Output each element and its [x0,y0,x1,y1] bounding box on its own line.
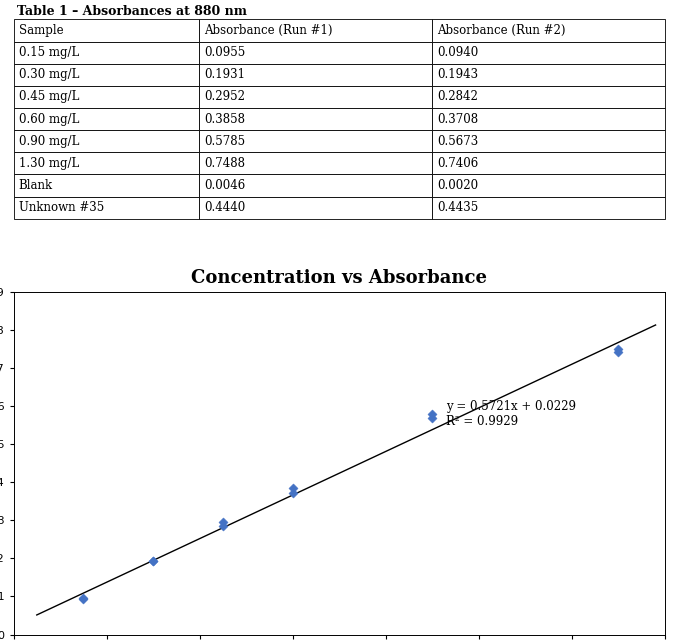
Bar [432,174,665,197]
Text: 0.2842: 0.2842 [437,90,478,103]
Text: 0.5785: 0.5785 [205,135,246,148]
Text: Unknown #35: Unknown #35 [19,201,104,214]
Text: 0.45 mg/L: 0.45 mg/L [19,90,79,103]
Bar [14,42,199,63]
Text: Absorbance (Run #1): Absorbance (Run #1) [205,24,333,37]
Text: 0.2952: 0.2952 [205,90,245,103]
Point [613,347,624,358]
Text: 0.1931: 0.1931 [205,69,245,81]
Text: 0.15 mg/L: 0.15 mg/L [19,46,79,59]
Point [217,521,228,531]
Text: 0.0046: 0.0046 [205,179,246,192]
Bar [14,19,199,42]
Point [427,413,437,424]
Bar [199,174,432,197]
Point [148,555,159,565]
Bar [199,108,432,130]
Bar [199,63,432,86]
Bar [14,63,199,86]
Text: Table 1 – Absorbances at 880 nm: Table 1 – Absorbances at 880 nm [17,4,247,17]
Point [613,344,624,354]
Bar [432,19,665,42]
Bar [432,108,665,130]
Bar [199,153,432,174]
Bar [14,174,199,197]
Point [78,593,88,603]
Text: Sample: Sample [19,24,63,37]
Text: Absorbance (Run #2): Absorbance (Run #2) [437,24,566,37]
Text: 0.0940: 0.0940 [437,46,478,59]
Bar [432,197,665,219]
Bar [14,86,199,108]
Bar [432,130,665,153]
Text: 0.0020: 0.0020 [437,179,478,192]
Text: 0.30 mg/L: 0.30 mg/L [19,69,79,81]
Text: 0.3708: 0.3708 [437,113,478,126]
Text: 0.4435: 0.4435 [437,201,478,214]
Bar [14,197,199,219]
Bar [432,42,665,63]
Text: 0.0955: 0.0955 [205,46,246,59]
Bar [432,153,665,174]
Bar [14,108,199,130]
Text: y = 0.5721x + 0.0229
R² = 0.9929: y = 0.5721x + 0.0229 R² = 0.9929 [446,400,576,428]
Bar [199,42,432,63]
Title: Concentration vs Absorbance: Concentration vs Absorbance [191,269,487,287]
Bar [432,86,665,108]
Point [288,483,298,493]
Bar [14,153,199,174]
Text: 0.90 mg/L: 0.90 mg/L [19,135,79,148]
Bar [199,130,432,153]
Text: 0.5673: 0.5673 [437,135,478,148]
Text: 0.60 mg/L: 0.60 mg/L [19,113,79,126]
Bar [199,19,432,42]
Text: 1.30 mg/L: 1.30 mg/L [19,157,79,170]
Text: 0.4440: 0.4440 [205,201,246,214]
Text: 0.7488: 0.7488 [205,157,245,170]
Bar [199,86,432,108]
Bar [432,63,665,86]
Text: 0.7406: 0.7406 [437,157,478,170]
Point [78,594,88,604]
Point [148,556,159,566]
Bar [199,197,432,219]
Text: 0.1943: 0.1943 [437,69,478,81]
Point [217,517,228,527]
Bar [14,130,199,153]
Text: 0.3858: 0.3858 [205,113,245,126]
Text: Blank: Blank [19,179,53,192]
Point [288,488,298,499]
Point [427,409,437,419]
